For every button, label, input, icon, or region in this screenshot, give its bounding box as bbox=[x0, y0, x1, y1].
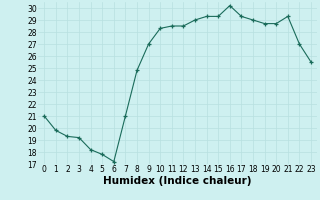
X-axis label: Humidex (Indice chaleur): Humidex (Indice chaleur) bbox=[103, 176, 252, 186]
